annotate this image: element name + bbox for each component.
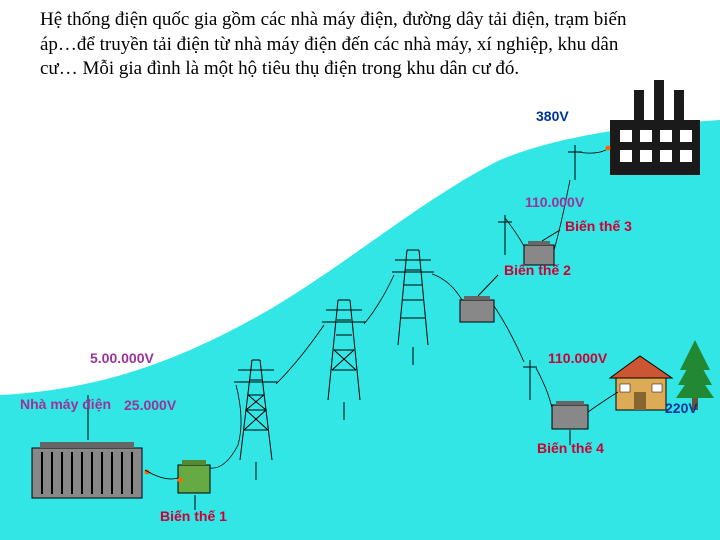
label-bienthe4: Biến thế 4 <box>537 440 604 456</box>
transformer-4 <box>552 401 588 429</box>
label-25000v: 25.000V <box>124 397 176 413</box>
label-bienthe2: Biến thế 2 <box>504 262 571 278</box>
power-plant <box>32 442 150 498</box>
label-110000v-1: 110.000V <box>525 194 584 210</box>
label-bienthe3: Biến thế 3 <box>565 218 632 234</box>
transformer-1 <box>178 460 211 493</box>
label-380v: 380V <box>536 108 569 124</box>
power-grid-diagram <box>0 0 720 540</box>
label-bienthe1: Biến thế 1 <box>160 508 227 524</box>
label-nhamaydien: Nhà máy điện <box>20 396 111 412</box>
factory <box>606 80 701 175</box>
label-500000v: 5.00.000V <box>90 350 154 366</box>
transformer-2 <box>460 296 494 322</box>
label-110000v-2: 110.000V <box>548 350 607 366</box>
label-220v: 220V <box>665 400 698 416</box>
